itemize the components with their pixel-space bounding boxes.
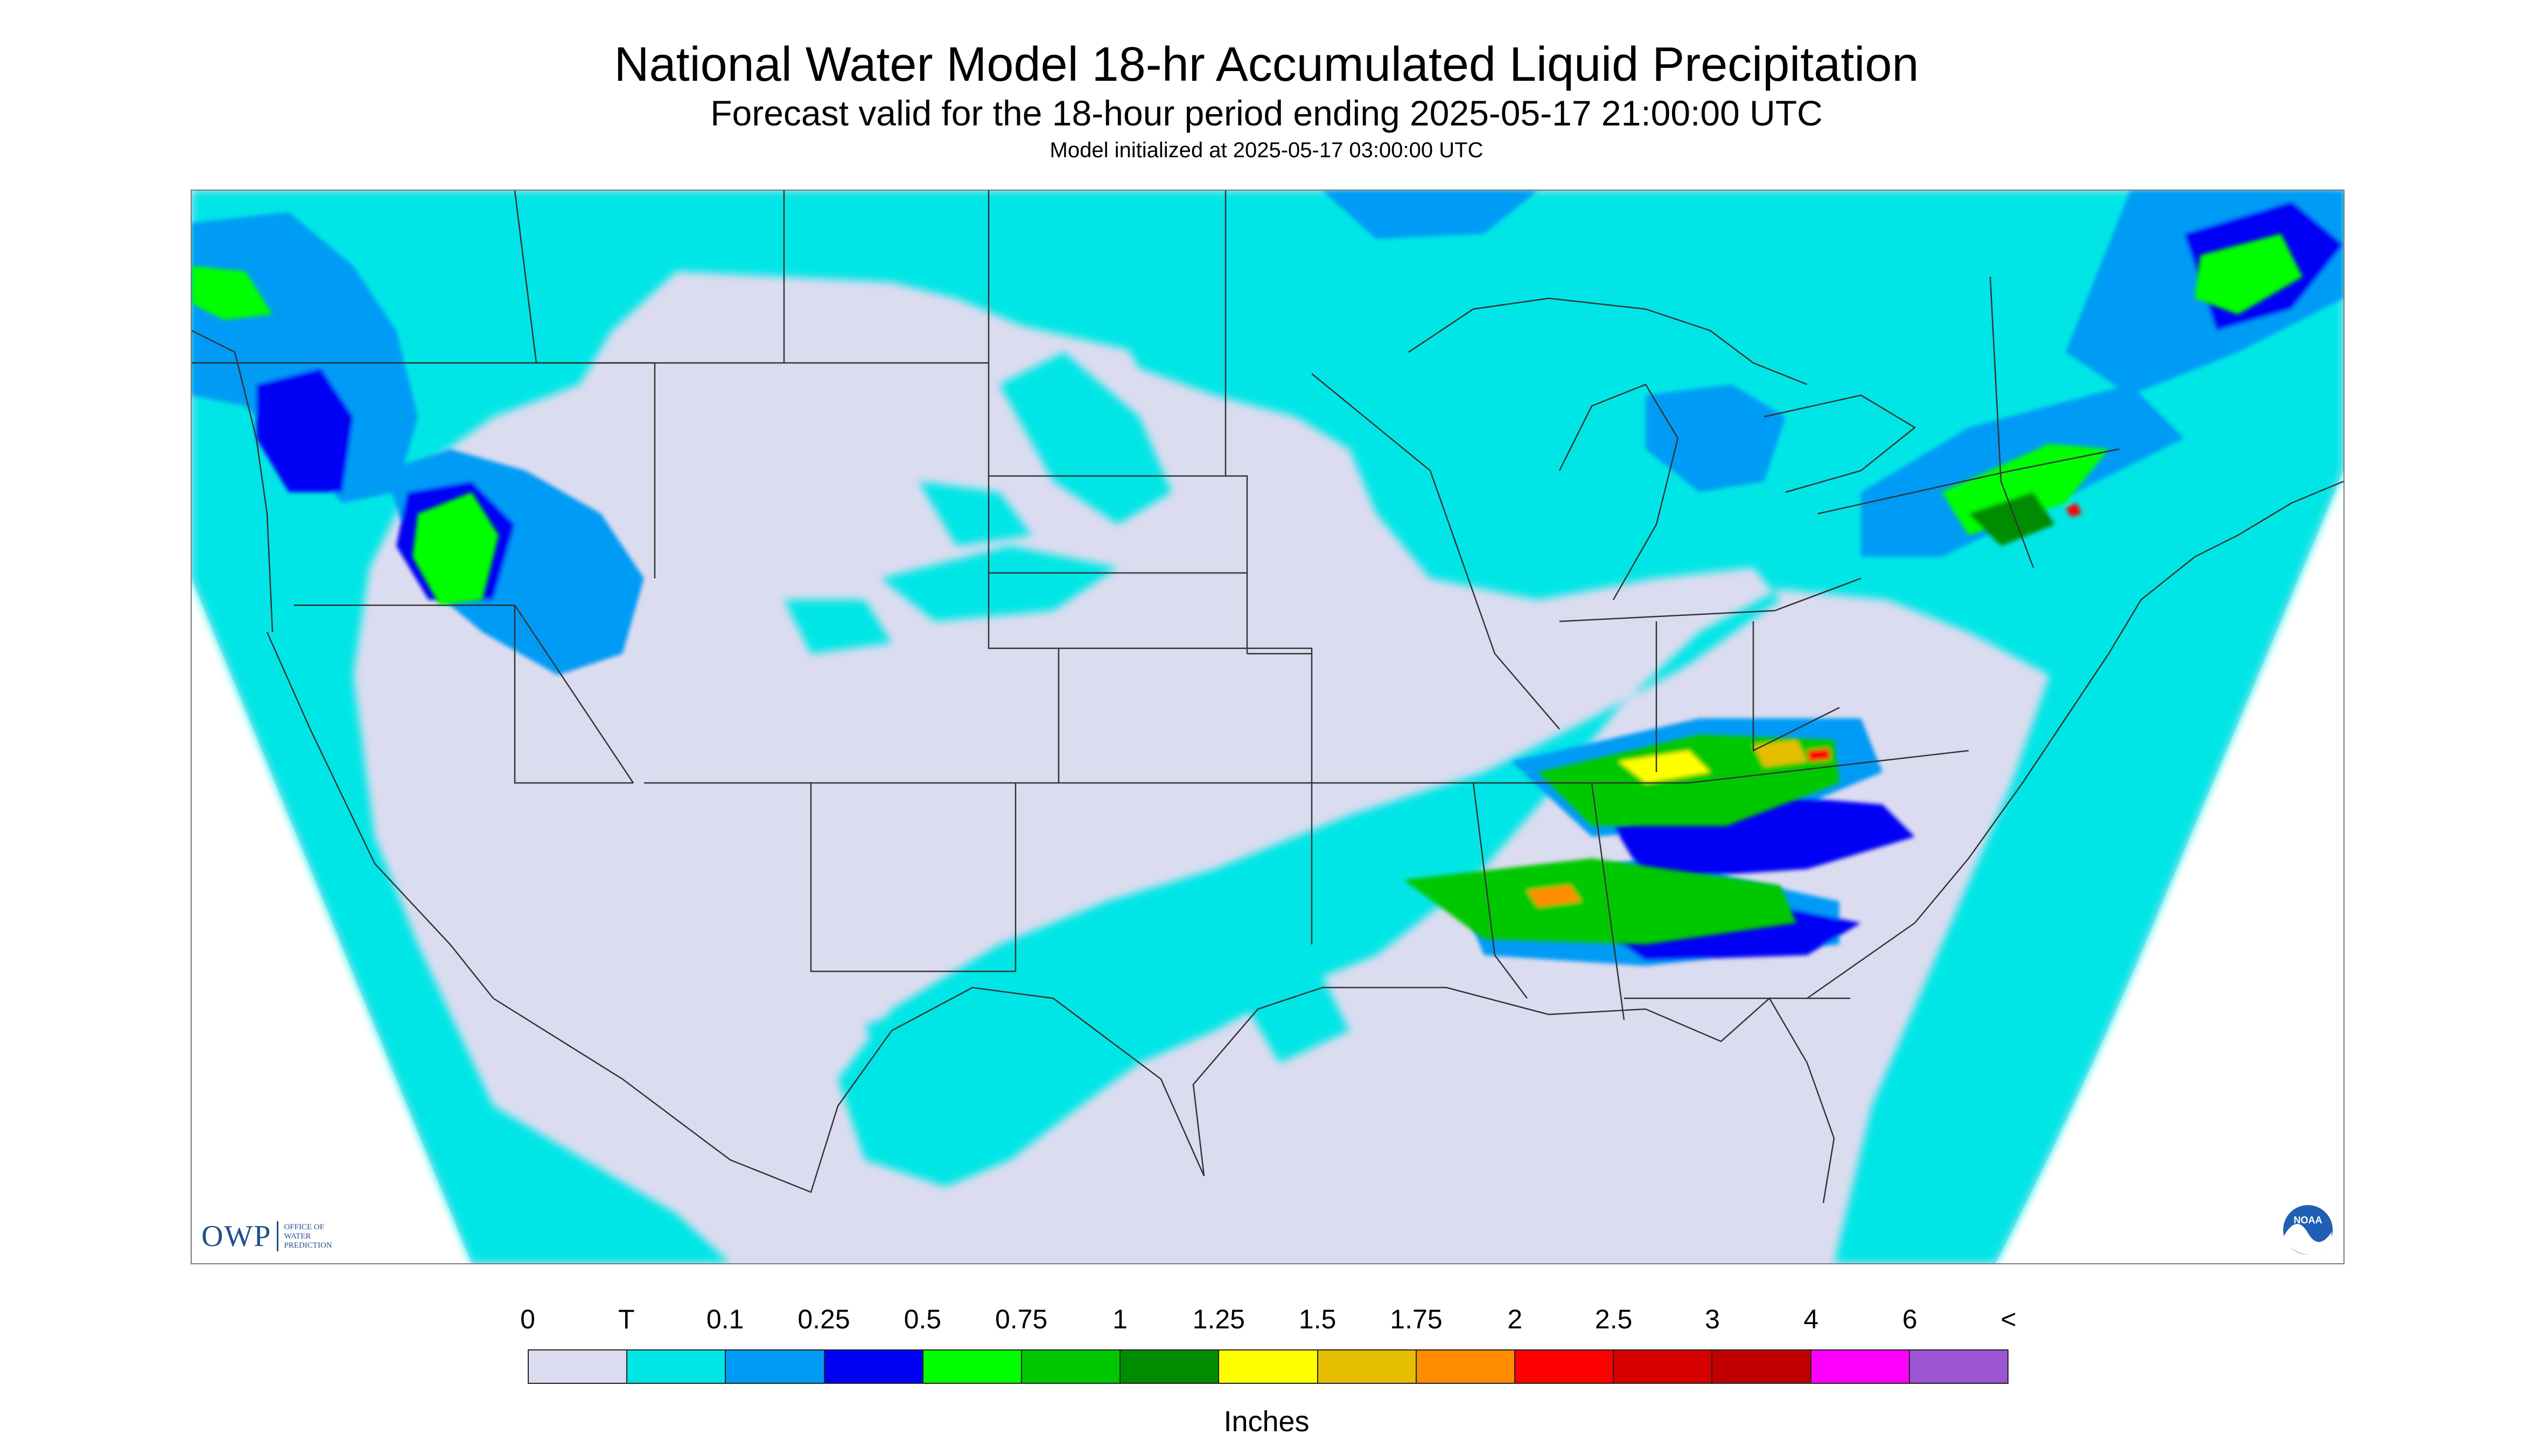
legend-tick-label: 6 [1902, 1304, 1918, 1334]
gulf-coastline [1192, 986, 1835, 1203]
precipitation-map: OWP OFFICE OF WATER PREDICTION NOAA [191, 190, 2345, 1264]
boundary-line [644, 782, 1016, 972]
legend-swatch [1022, 1350, 1121, 1383]
boundary-line [1311, 373, 1560, 730]
legend-labels: 0 T 0.1 0.25 0.5 0.75 1 1.25 1.5 1.75 2 2.5 3 4 6 < [0, 1303, 2533, 1335]
boundary-line [1472, 782, 1528, 999]
outside-domain-right [1996, 471, 2343, 1263]
owp-logo-divider [277, 1221, 279, 1251]
legend-tick-label: 1 [1112, 1304, 1128, 1334]
boundary-lines [192, 191, 2343, 1203]
owp-word: OFFICE OF [284, 1222, 325, 1231]
map-title: National Water Model 18-hr Accumulated L… [614, 38, 1919, 92]
legend-swatch [1712, 1350, 1811, 1383]
map-canvas: OWP OFFICE OF WATER PREDICTION NOAA [192, 191, 2343, 1263]
legend-tick-label: 1.25 [1192, 1304, 1245, 1334]
legend-units: Inches [1223, 1405, 1310, 1438]
legend-tick-label: T [618, 1304, 635, 1334]
mexico-border [493, 986, 1205, 1193]
heavy-precip-layer [192, 234, 2303, 944]
legend-swatch [1121, 1350, 1220, 1383]
legend-tick-label: 2.5 [1594, 1304, 1633, 1334]
legend-swatch [726, 1350, 825, 1383]
boundary-line [1059, 647, 1313, 783]
legend-tick-label: 0.1 [706, 1304, 744, 1334]
owp-word: WATER [284, 1231, 311, 1241]
outside-domain-left [192, 578, 472, 1263]
legend-swatch [1219, 1350, 1318, 1383]
noaa-logo-wave [2284, 1223, 2332, 1255]
noaa-logo-text: NOAA [2294, 1215, 2322, 1226]
boundary-line [1989, 276, 2034, 568]
legend-swatch [1416, 1350, 1516, 1383]
owp-word: PREDICTION [284, 1241, 332, 1250]
legend-swatch [1811, 1350, 1910, 1383]
legend-tick-label: 0 [520, 1304, 535, 1334]
pacific-coastline [192, 330, 274, 633]
lake-erie-shore [1764, 394, 1916, 493]
legend-swatch [1515, 1350, 1614, 1383]
legend-tick-label: 3 [1705, 1304, 1720, 1334]
legend-swatch [923, 1350, 1023, 1383]
color-legend-bar [528, 1349, 2009, 1384]
legend-swatch [627, 1350, 726, 1383]
boundary-line [1817, 448, 2120, 515]
boundary-line [1559, 577, 1862, 622]
legend-tick-label: 1.75 [1390, 1304, 1443, 1334]
boundary-line [988, 191, 1060, 783]
legend-tick-label: 0.75 [995, 1304, 1048, 1334]
legend-tick-label: < [2000, 1304, 2017, 1334]
atlantic-coastline [1807, 480, 2343, 999]
owp-logo-words: OFFICE OF WATER PREDICTION [284, 1223, 332, 1250]
model-init-time: Model initialized at 2025-05-17 03:00:00… [1049, 138, 1484, 162]
noaa-logo: NOAA [2281, 1203, 2335, 1257]
legend-tick-label: 4 [1803, 1304, 1819, 1334]
boundary-line [514, 191, 656, 578]
map-subtitle: Forecast valid for the 18-hour period en… [710, 93, 1823, 133]
legend-swatch [1614, 1350, 1713, 1383]
owp-logo-letters: OWP [201, 1220, 272, 1253]
boundary-line [1591, 782, 1625, 1020]
boundary-line [1752, 621, 1840, 752]
boundary-line [514, 605, 633, 784]
owp-logo: OWP OFFICE OF WATER PREDICTION [201, 1220, 407, 1253]
pacific-coastline [266, 632, 494, 999]
legend-swatch [529, 1350, 628, 1383]
legend-tick-label: 1.5 [1298, 1304, 1337, 1334]
great-lakes-shore [1408, 297, 1808, 386]
legend-swatch [1318, 1350, 1417, 1383]
boundary-line [989, 475, 1248, 654]
legend-tick-label: 2 [1507, 1304, 1523, 1334]
legend-swatch [1909, 1350, 2008, 1383]
lake-michigan-shore [1558, 383, 1679, 600]
legend-tick-label: 0.25 [797, 1304, 850, 1334]
legend-tick-label: 0.5 [904, 1304, 942, 1334]
boundary-line [1688, 750, 1969, 784]
legend-swatch [824, 1350, 923, 1383]
